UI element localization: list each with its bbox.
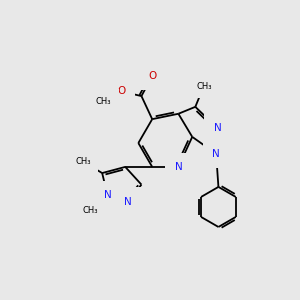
Text: N: N (175, 162, 182, 172)
Text: O: O (148, 71, 156, 81)
Text: CH₃: CH₃ (75, 157, 91, 166)
Text: N: N (212, 149, 220, 159)
Text: N: N (214, 123, 221, 134)
Text: N: N (104, 190, 111, 200)
Text: CH₃: CH₃ (196, 82, 212, 91)
Text: CH₃: CH₃ (83, 206, 98, 215)
Text: CH₃: CH₃ (96, 97, 112, 106)
Text: N: N (124, 196, 132, 206)
Text: O: O (117, 86, 125, 96)
